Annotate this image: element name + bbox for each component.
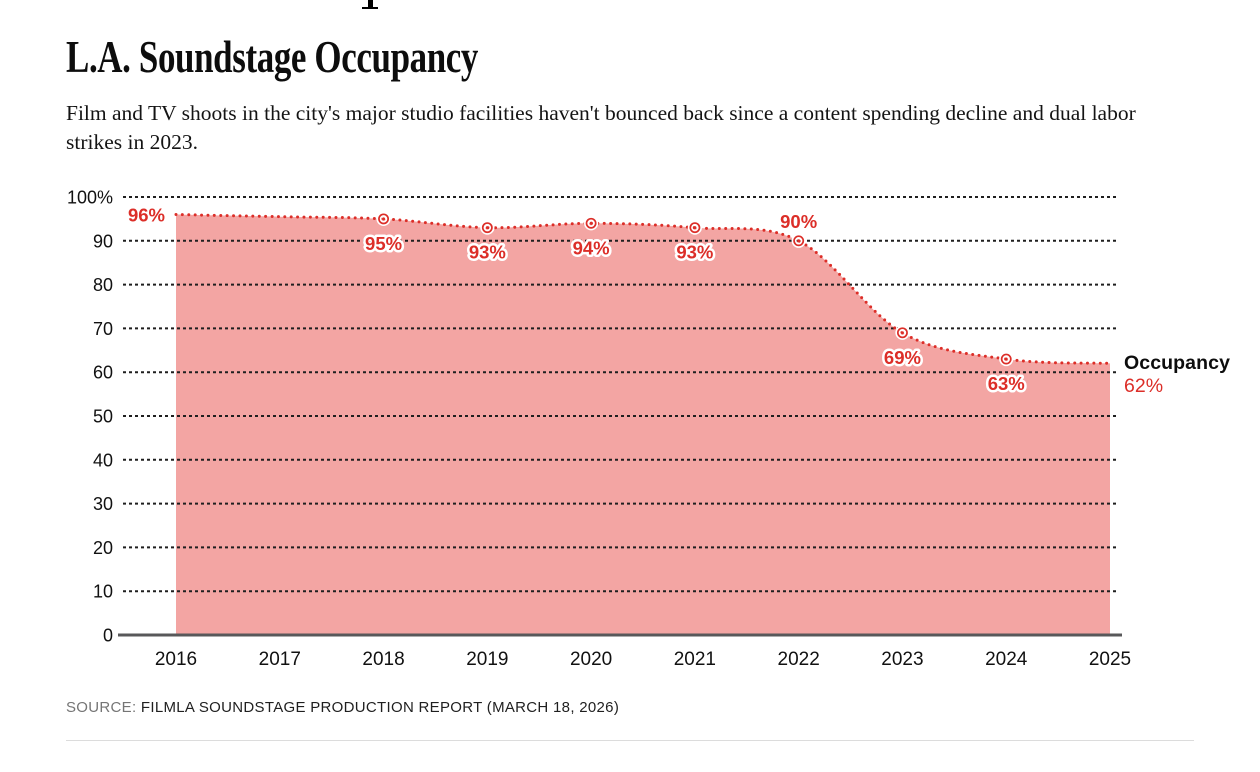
page-title: L.A. Soundstage Occupancy [66,31,479,82]
end-value-label: 62% [1124,375,1164,397]
series-label: Occupancy [1124,352,1231,374]
svg-text:94%: 94% [573,237,610,258]
svg-text:30: 30 [93,494,113,514]
svg-text:2025: 2025 [1089,649,1131,670]
cropped-text-fragment [362,0,378,9]
svg-text:2021: 2021 [674,649,716,670]
data-point-markers [376,211,1014,367]
svg-text:20: 20 [93,538,113,558]
svg-text:0: 0 [103,626,113,646]
svg-text:69%: 69% [884,347,921,368]
svg-text:2022: 2022 [778,649,820,670]
svg-text:90: 90 [93,231,113,251]
source-line: SOURCE: FILMLA SOUNDSTAGE PRODUCTION REP… [66,699,619,716]
trend-line [174,213,1112,365]
svg-text:96%: 96% [128,205,165,226]
svg-text:2018: 2018 [362,649,404,670]
svg-text:10: 10 [93,582,113,602]
y-axis-labels: 0 10 20 30 40 50 60 70 80 90 100% [67,188,113,646]
svg-text:2016: 2016 [155,649,197,670]
occupancy-area-chart: 0 10 20 30 40 50 60 70 80 90 100% 2016 2017 2018 2019 2… [0,188,1260,688]
svg-text:90%: 90% [780,211,817,232]
svg-text:2023: 2023 [881,649,923,670]
svg-text:2017: 2017 [259,649,301,670]
source-prefix: SOURCE: [66,699,137,716]
svg-text:40: 40 [93,450,113,470]
svg-text:2024: 2024 [985,649,1028,670]
area-fill [176,214,1110,635]
svg-text:93%: 93% [469,242,506,263]
source-text: FILMLA SOUNDSTAGE PRODUCTION REPORT (MAR… [140,699,620,716]
svg-text:93%: 93% [676,242,713,263]
svg-text:50: 50 [93,407,113,427]
svg-text:70: 70 [93,319,113,339]
svg-text:95%: 95% [365,233,402,254]
svg-text:63%: 63% [988,373,1025,394]
svg-text:80: 80 [93,275,113,295]
x-axis-labels: 2016 2017 2018 2019 2020 2021 2022 2023 2024 2025 [155,649,1131,670]
svg-text:60: 60 [93,363,113,383]
gridlines [123,196,1118,593]
footer-divider [66,740,1194,741]
data-labels: 96% 95% 93% 94% 93% 90% 69% 63% [125,202,1027,397]
svg-text:2019: 2019 [466,649,508,670]
chart-subtitle: Film and TV shoots in the city's major s… [66,101,1136,155]
svg-text:2020: 2020 [570,649,612,670]
svg-text:100%: 100% [67,188,113,208]
